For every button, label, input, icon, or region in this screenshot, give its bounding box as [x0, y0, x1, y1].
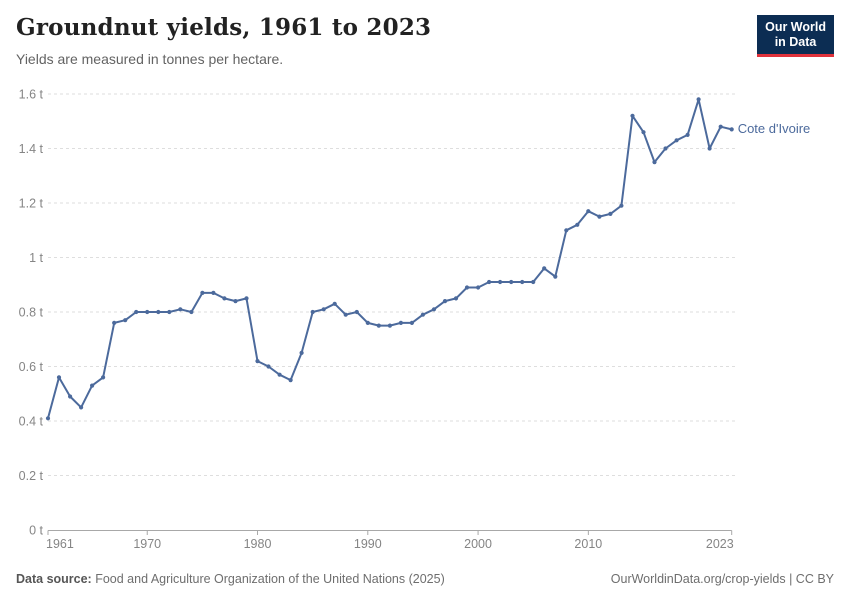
data-point[interactable] [630, 113, 635, 118]
data-point[interactable] [156, 309, 161, 315]
x-axis-tick-label: 1970 [133, 537, 161, 551]
owid-logo-line1: Our World [765, 20, 826, 34]
data-source-label: Data source: [16, 572, 92, 586]
data-point[interactable] [288, 378, 293, 383]
y-axis-tick-label: 0 t [29, 524, 43, 538]
data-point[interactable] [178, 307, 183, 312]
data-point[interactable] [619, 203, 624, 208]
data-point[interactable] [343, 312, 348, 317]
data-point[interactable] [718, 124, 723, 129]
data-point[interactable] [354, 309, 359, 315]
x-axis-tick-label: 2023 [706, 537, 734, 551]
data-point[interactable] [476, 285, 481, 290]
data-point[interactable] [586, 209, 591, 214]
owid-logo[interactable]: Our World in Data [757, 15, 834, 57]
data-point[interactable] [553, 274, 558, 279]
data-point[interactable] [79, 405, 84, 410]
x-axis-tick-label: 1961 [46, 537, 74, 551]
data-point[interactable] [376, 323, 381, 328]
data-point[interactable] [68, 394, 73, 399]
data-point[interactable] [685, 132, 690, 137]
data-point[interactable] [233, 299, 238, 304]
x-axis-tick-label: 1990 [354, 537, 382, 551]
chart-footer: Data source: Food and Agriculture Organi… [16, 571, 834, 587]
data-point[interactable] [145, 309, 150, 315]
data-point[interactable] [321, 307, 326, 312]
data-point[interactable] [365, 320, 370, 325]
data-point[interactable] [531, 279, 536, 285]
data-point[interactable] [542, 266, 547, 271]
chart-title: Groundnut yields, 1961 to 2023 [16, 14, 432, 41]
data-point[interactable] [641, 130, 646, 135]
data-point[interactable] [608, 211, 613, 216]
data-point[interactable] [420, 312, 425, 317]
data-point[interactable] [575, 222, 580, 227]
chart-header: Groundnut yields, 1961 to 2023 Yields ar… [16, 14, 431, 68]
series-label-cote-divoire[interactable]: Cote d'Ivoire [737, 121, 811, 137]
data-point[interactable] [112, 320, 117, 325]
data-point[interactable] [134, 309, 139, 315]
y-axis-tick-label: 1.6 t [19, 88, 44, 102]
data-point[interactable] [729, 127, 734, 132]
data-point[interactable] [431, 307, 437, 312]
data-point[interactable] [90, 383, 95, 388]
data-point[interactable] [200, 290, 205, 295]
data-source-note: Data source: Food and Agriculture Organi… [16, 571, 445, 587]
data-point[interactable] [520, 279, 525, 285]
data-point[interactable] [299, 350, 304, 355]
data-point[interactable] [674, 138, 679, 143]
data-point[interactable] [453, 296, 459, 301]
y-axis-tick-label: 1.4 t [19, 142, 44, 156]
data-point[interactable] [332, 301, 337, 306]
y-axis-tick-label: 0.4 t [19, 415, 44, 429]
data-point[interactable] [255, 359, 260, 364]
data-point[interactable] [464, 285, 470, 290]
data-source-text: Food and Agriculture Organization of the… [95, 572, 445, 586]
data-point[interactable] [211, 290, 216, 295]
data-point[interactable] [652, 160, 657, 165]
data-point[interactable] [123, 318, 128, 323]
owid-logo-line2: in Data [774, 35, 817, 49]
data-point[interactable] [45, 416, 51, 421]
y-axis-tick-label: 0.6 t [19, 360, 44, 374]
y-axis-tick-label: 0.2 t [19, 469, 44, 483]
y-axis-tick-label: 1.2 t [19, 197, 44, 211]
data-point[interactable] [509, 279, 514, 285]
x-axis-tick-label: 2010 [574, 537, 602, 551]
data-point[interactable] [442, 299, 448, 304]
data-point[interactable] [222, 296, 227, 301]
credit-link[interactable]: OurWorldinData.org/crop-yields | CC BY [610, 572, 834, 586]
series-line [47, 98, 733, 420]
chart-subtitle: Yields are measured in tonnes per hectar… [16, 51, 284, 67]
y-axis-tick-label: 0.8 t [19, 306, 44, 320]
data-point[interactable] [244, 296, 249, 301]
data-point[interactable] [167, 309, 172, 315]
x-axis-tick-label: 2000 [464, 537, 492, 551]
data-point[interactable] [310, 309, 315, 315]
data-point[interactable] [189, 309, 194, 315]
data-point[interactable] [56, 375, 62, 380]
data-point[interactable] [498, 279, 503, 285]
data-point[interactable] [277, 372, 282, 377]
x-axis-tick-label: 1980 [244, 537, 272, 551]
data-point[interactable] [707, 146, 712, 151]
y-axis-tick-label: 1 t [29, 251, 43, 265]
data-point[interactable] [398, 320, 403, 325]
data-point[interactable] [101, 375, 106, 380]
data-point[interactable] [387, 323, 392, 328]
data-point[interactable] [487, 279, 492, 285]
data-point[interactable] [597, 214, 602, 219]
data-point[interactable] [266, 364, 271, 369]
data-point[interactable] [696, 97, 701, 102]
data-point[interactable] [564, 228, 569, 233]
data-point[interactable] [409, 320, 414, 325]
data-point[interactable] [663, 146, 668, 151]
